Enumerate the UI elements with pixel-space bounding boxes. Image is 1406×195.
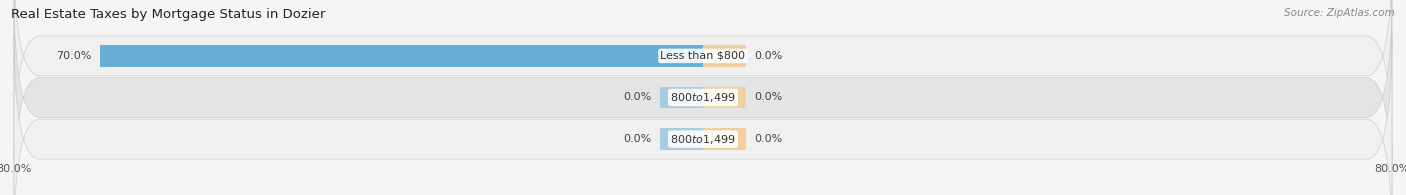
Bar <box>703 45 747 67</box>
Text: $800 to $1,499: $800 to $1,499 <box>671 133 735 146</box>
FancyBboxPatch shape <box>14 34 1392 195</box>
Text: 0.0%: 0.0% <box>623 134 651 144</box>
Text: 0.0%: 0.0% <box>755 134 783 144</box>
Text: 70.0%: 70.0% <box>56 51 91 61</box>
Text: 0.0%: 0.0% <box>755 92 783 103</box>
Text: Less than $800: Less than $800 <box>661 51 745 61</box>
FancyBboxPatch shape <box>14 0 1392 195</box>
Bar <box>100 45 703 67</box>
Text: Source: ZipAtlas.com: Source: ZipAtlas.com <box>1284 8 1395 18</box>
Bar <box>659 128 703 150</box>
Text: 0.0%: 0.0% <box>623 92 651 103</box>
FancyBboxPatch shape <box>14 0 1392 161</box>
Bar <box>703 128 747 150</box>
Text: $800 to $1,499: $800 to $1,499 <box>671 91 735 104</box>
Text: 0.0%: 0.0% <box>755 51 783 61</box>
Bar <box>659 87 703 108</box>
Text: Real Estate Taxes by Mortgage Status in Dozier: Real Estate Taxes by Mortgage Status in … <box>11 8 326 21</box>
Bar <box>703 87 747 108</box>
